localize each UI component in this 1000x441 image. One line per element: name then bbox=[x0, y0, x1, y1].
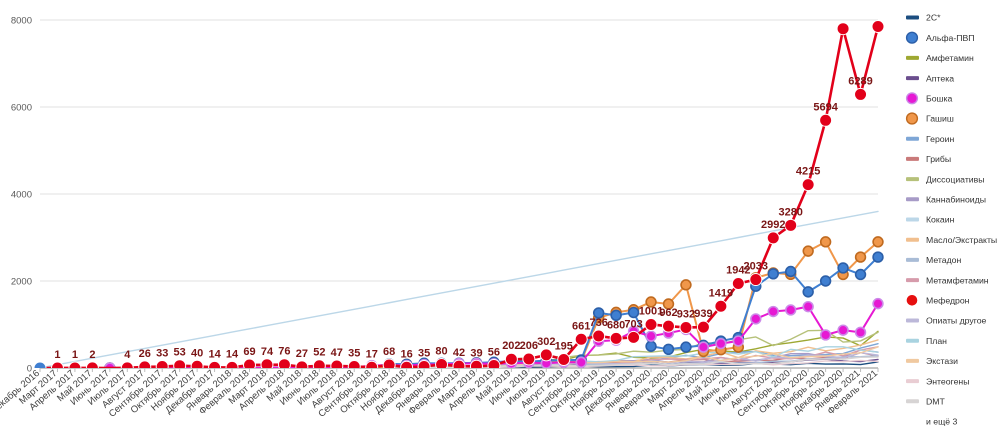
svg-text:33: 33 bbox=[156, 348, 168, 360]
svg-text:6289: 6289 bbox=[848, 75, 872, 87]
svg-text:2992: 2992 bbox=[761, 219, 785, 231]
svg-text:Диссоциативы: Диссоциативы bbox=[926, 174, 985, 184]
svg-text:17: 17 bbox=[366, 348, 378, 360]
svg-text:1: 1 bbox=[72, 349, 78, 361]
svg-text:1419: 1419 bbox=[709, 287, 733, 299]
svg-text:Гашиш: Гашиш bbox=[926, 114, 954, 124]
svg-text:76: 76 bbox=[278, 346, 290, 358]
svg-text:Героин: Героин bbox=[926, 134, 954, 144]
svg-text:Масло/Экстракты: Масло/Экстракты bbox=[926, 235, 997, 245]
svg-text:680: 680 bbox=[607, 319, 625, 331]
svg-text:Мефедрон: Мефедрон bbox=[926, 296, 970, 306]
svg-text:195: 195 bbox=[555, 341, 573, 353]
svg-text:План: План bbox=[926, 336, 947, 346]
svg-text:Метадон: Метадон bbox=[926, 255, 961, 265]
svg-text:5694: 5694 bbox=[813, 101, 838, 113]
svg-text:2: 2 bbox=[89, 349, 95, 361]
svg-text:53: 53 bbox=[174, 347, 186, 359]
svg-text:2033: 2033 bbox=[744, 261, 768, 273]
svg-text:6000: 6000 bbox=[11, 102, 32, 113]
svg-text:42: 42 bbox=[453, 347, 465, 359]
svg-text:3280: 3280 bbox=[778, 206, 802, 218]
svg-text:27: 27 bbox=[296, 348, 308, 360]
svg-text:35: 35 bbox=[348, 347, 360, 359]
svg-text:202: 202 bbox=[502, 340, 520, 352]
svg-text:4000: 4000 bbox=[11, 189, 32, 200]
svg-text:Амфетамин: Амфетамин bbox=[926, 53, 974, 63]
svg-text:962: 962 bbox=[659, 307, 677, 319]
svg-text:661: 661 bbox=[572, 320, 590, 332]
svg-text:14: 14 bbox=[226, 348, 239, 360]
svg-text:Экстази: Экстази bbox=[926, 356, 958, 366]
svg-text:Опиаты другое: Опиаты другое bbox=[926, 316, 987, 326]
svg-text:206: 206 bbox=[520, 340, 538, 352]
svg-text:39: 39 bbox=[470, 347, 482, 359]
svg-text:35: 35 bbox=[418, 347, 430, 359]
svg-text:69: 69 bbox=[243, 346, 255, 358]
svg-text:Альфа-ПВП: Альфа-ПВП bbox=[926, 33, 975, 43]
svg-text:932: 932 bbox=[677, 308, 695, 320]
svg-text:16: 16 bbox=[400, 348, 412, 360]
svg-text:14: 14 bbox=[208, 348, 221, 360]
svg-text:8000: 8000 bbox=[11, 15, 32, 26]
svg-text:Кокаин: Кокаин bbox=[926, 215, 955, 225]
svg-text:736: 736 bbox=[589, 317, 607, 329]
svg-text:1: 1 bbox=[54, 349, 60, 361]
svg-text:Аптека: Аптека bbox=[926, 73, 954, 83]
svg-text:Бошка: Бошка bbox=[926, 94, 952, 104]
svg-text:52: 52 bbox=[313, 347, 325, 359]
svg-text:Метамфетамин: Метамфетамин bbox=[926, 275, 989, 285]
svg-text:703: 703 bbox=[624, 318, 642, 330]
svg-text:56: 56 bbox=[488, 347, 500, 359]
svg-text:Энтеогены: Энтеогены bbox=[926, 376, 969, 386]
svg-text:Грибы: Грибы bbox=[926, 154, 951, 164]
svg-text:74: 74 bbox=[261, 346, 274, 358]
svg-text:2000: 2000 bbox=[11, 276, 32, 287]
svg-text:80: 80 bbox=[435, 346, 447, 358]
svg-text:47: 47 bbox=[331, 347, 343, 359]
svg-text:Каннабиноиды: Каннабиноиды bbox=[926, 195, 986, 205]
svg-text:2C*: 2C* bbox=[926, 13, 941, 23]
svg-text:40: 40 bbox=[191, 347, 203, 359]
svg-text:4215: 4215 bbox=[796, 166, 820, 178]
svg-text:4: 4 bbox=[124, 349, 131, 361]
svg-text:DMT: DMT bbox=[926, 397, 946, 407]
svg-text:и ещё 3: и ещё 3 bbox=[926, 417, 957, 427]
svg-text:68: 68 bbox=[383, 346, 395, 358]
svg-text:302: 302 bbox=[537, 336, 555, 348]
svg-text:26: 26 bbox=[139, 348, 151, 360]
svg-text:939: 939 bbox=[694, 308, 712, 320]
